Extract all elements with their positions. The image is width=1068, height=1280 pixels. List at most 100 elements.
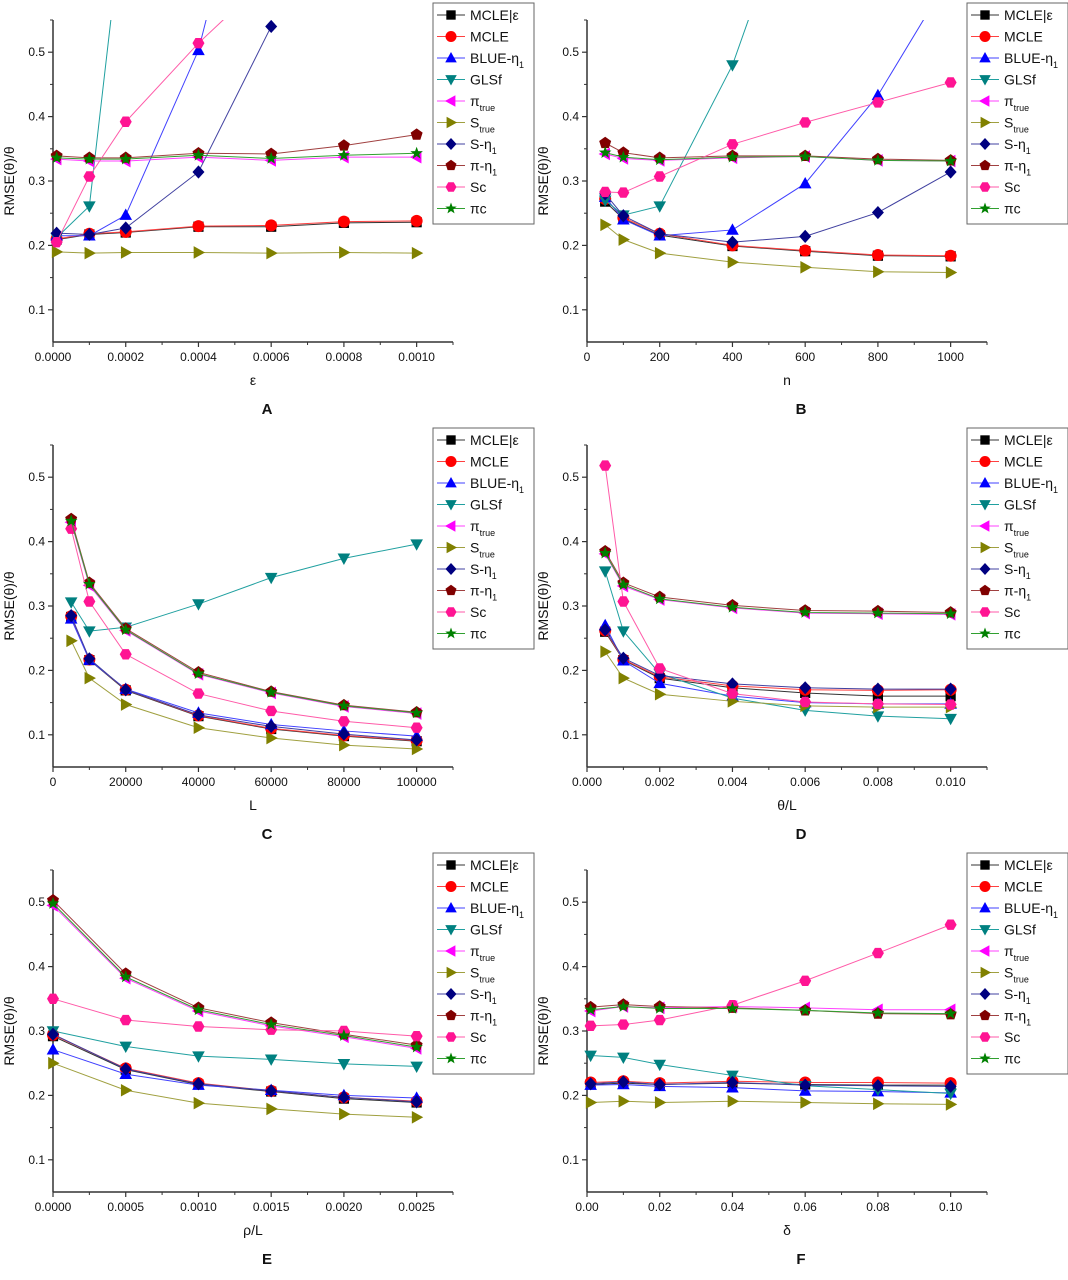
legend-label: S-η1 — [470, 136, 497, 156]
legend: MCLE|εMCLEBLUE-η1GLSfπtrueStrueS-η1π-η1S… — [966, 852, 1068, 1075]
legend-marker-mcle_eps — [980, 10, 990, 20]
legend-label: Sc — [1004, 1029, 1020, 1045]
data-point-glsf — [410, 539, 423, 551]
data-point-sc — [410, 722, 423, 733]
series-s_eta — [50, 20, 278, 242]
chart-d: 0.1 0.2 0.3 0.4 0.5 0.000 0.002 0.004 0.006 0.008… — [535, 427, 1068, 843]
data-point-pic — [653, 1001, 667, 1014]
data-point-s_eta — [871, 682, 884, 696]
legend-item-pic: πc — [971, 201, 1021, 217]
data-point-pic — [726, 1001, 739, 1014]
data-point-sc — [47, 993, 59, 1004]
legend-marker-pi_true — [444, 945, 456, 957]
data-point-s_true — [600, 218, 612, 232]
series-line-pi_true — [52, 905, 417, 1049]
legend-label-main: π — [470, 93, 480, 109]
data-point-blue_eta — [119, 208, 133, 220]
data-point-s_eta — [192, 1077, 205, 1091]
legend-item-s_true: Strue — [437, 965, 495, 985]
data-point-sc — [871, 97, 884, 108]
legend-label-main: S-η — [470, 136, 492, 152]
data-point-s_eta — [119, 221, 132, 235]
series-line-glsf — [590, 1054, 951, 1094]
data-point-s_true — [193, 246, 206, 259]
series-blue_eta — [598, 20, 924, 241]
x-tick-label: 0.0000 — [35, 1200, 72, 1214]
legend-item-glsf: GLSf — [971, 497, 1036, 513]
series-pi_true — [598, 547, 956, 621]
data-point-s_true — [120, 246, 133, 259]
legend-marker-sc — [979, 1032, 991, 1042]
legend-item-s_true: Strue — [971, 540, 1029, 560]
legend-label: GLSf — [1004, 922, 1036, 938]
y-tick-label: 0.4 — [562, 960, 579, 974]
plot-area — [598, 460, 958, 726]
legend-label-main: πc — [1004, 1051, 1021, 1067]
y-axis-label: RMSE(θ)/θ — [535, 996, 551, 1065]
series-blue_eta — [46, 1043, 423, 1103]
data-point-mcle — [944, 249, 957, 262]
data-point-s_true — [618, 1094, 630, 1108]
legend-label-sub: 1 — [492, 996, 497, 1006]
data-point-glsf — [653, 201, 667, 213]
legend-label-sub: true — [1014, 103, 1030, 113]
legend-label-main: π — [1004, 518, 1014, 534]
data-point-sc — [50, 236, 63, 248]
series-pic — [598, 146, 957, 167]
data-point-s_true — [339, 738, 351, 752]
data-point-glsf — [598, 566, 612, 578]
data-point-pic — [584, 1003, 597, 1016]
data-point-pic — [617, 578, 630, 591]
legend-marker-mcle — [979, 31, 991, 42]
legend-label-main: MCLE|ε — [470, 7, 519, 23]
data-point-pic — [64, 514, 78, 527]
data-point-s_eta — [726, 677, 739, 691]
legend-label-sub: true — [480, 528, 496, 538]
x-tick-label: 1000 — [937, 350, 964, 364]
series-line-mcle_eps — [52, 1035, 417, 1103]
legend-marker-glsf — [445, 925, 457, 936]
legend-label: πtrue — [470, 943, 495, 963]
data-point-mcle — [337, 215, 350, 228]
legend-label: πtrue — [1004, 93, 1029, 113]
data-point-pic — [119, 970, 133, 983]
legend-label: πc — [1004, 626, 1021, 642]
data-point-sc — [83, 596, 96, 607]
legend-item-pi_true: πtrue — [437, 518, 495, 538]
x-tick-label: 0.006 — [790, 775, 820, 789]
series-pic — [50, 146, 423, 165]
legend-label: π-η1 — [1004, 1008, 1031, 1028]
data-point-pic — [50, 151, 63, 164]
legend-label-main: π — [470, 518, 480, 534]
legend-label-main: π — [470, 943, 480, 959]
data-point-mcle — [265, 219, 278, 232]
legend-label: Strue — [1004, 540, 1029, 560]
legend-label: BLUE-η1 — [1004, 475, 1058, 495]
data-point-blue_eta — [192, 43, 205, 56]
data-point-pic — [337, 699, 351, 712]
series-pi_eta — [599, 544, 957, 618]
y-tick-label: 0.4 — [28, 535, 45, 549]
legend-label-main: GLSf — [470, 922, 502, 938]
legend-label: π-η1 — [1004, 583, 1031, 603]
data-point-pic — [83, 152, 96, 165]
y-axis-label: RMSE(θ)/θ — [1, 146, 17, 215]
y-tick-label: 0.3 — [28, 174, 45, 188]
data-point-s_eta — [337, 727, 350, 741]
legend-label-main: π-η — [470, 583, 492, 599]
legend-marker-pi_eta — [979, 159, 991, 171]
legend-label: S-η1 — [470, 561, 497, 581]
data-point-s_eta — [799, 681, 812, 695]
x-tick-label: 0.0005 — [107, 1200, 144, 1214]
legend-marker-blue_eta — [445, 51, 457, 63]
legend-label-main: BLUE-η — [1004, 50, 1053, 66]
data-point-sc — [617, 1019, 630, 1030]
legend-marker-s_eta — [979, 137, 991, 151]
data-point-s_eta — [799, 1078, 812, 1092]
y-tick-label: 0.4 — [28, 960, 45, 974]
x-tick-label: 0.00 — [575, 1200, 599, 1214]
data-point-glsf — [83, 201, 96, 213]
legend-item-s_true: Strue — [437, 115, 495, 135]
series-line-glsf — [52, 1030, 417, 1067]
legend-label: Strue — [1004, 115, 1029, 135]
